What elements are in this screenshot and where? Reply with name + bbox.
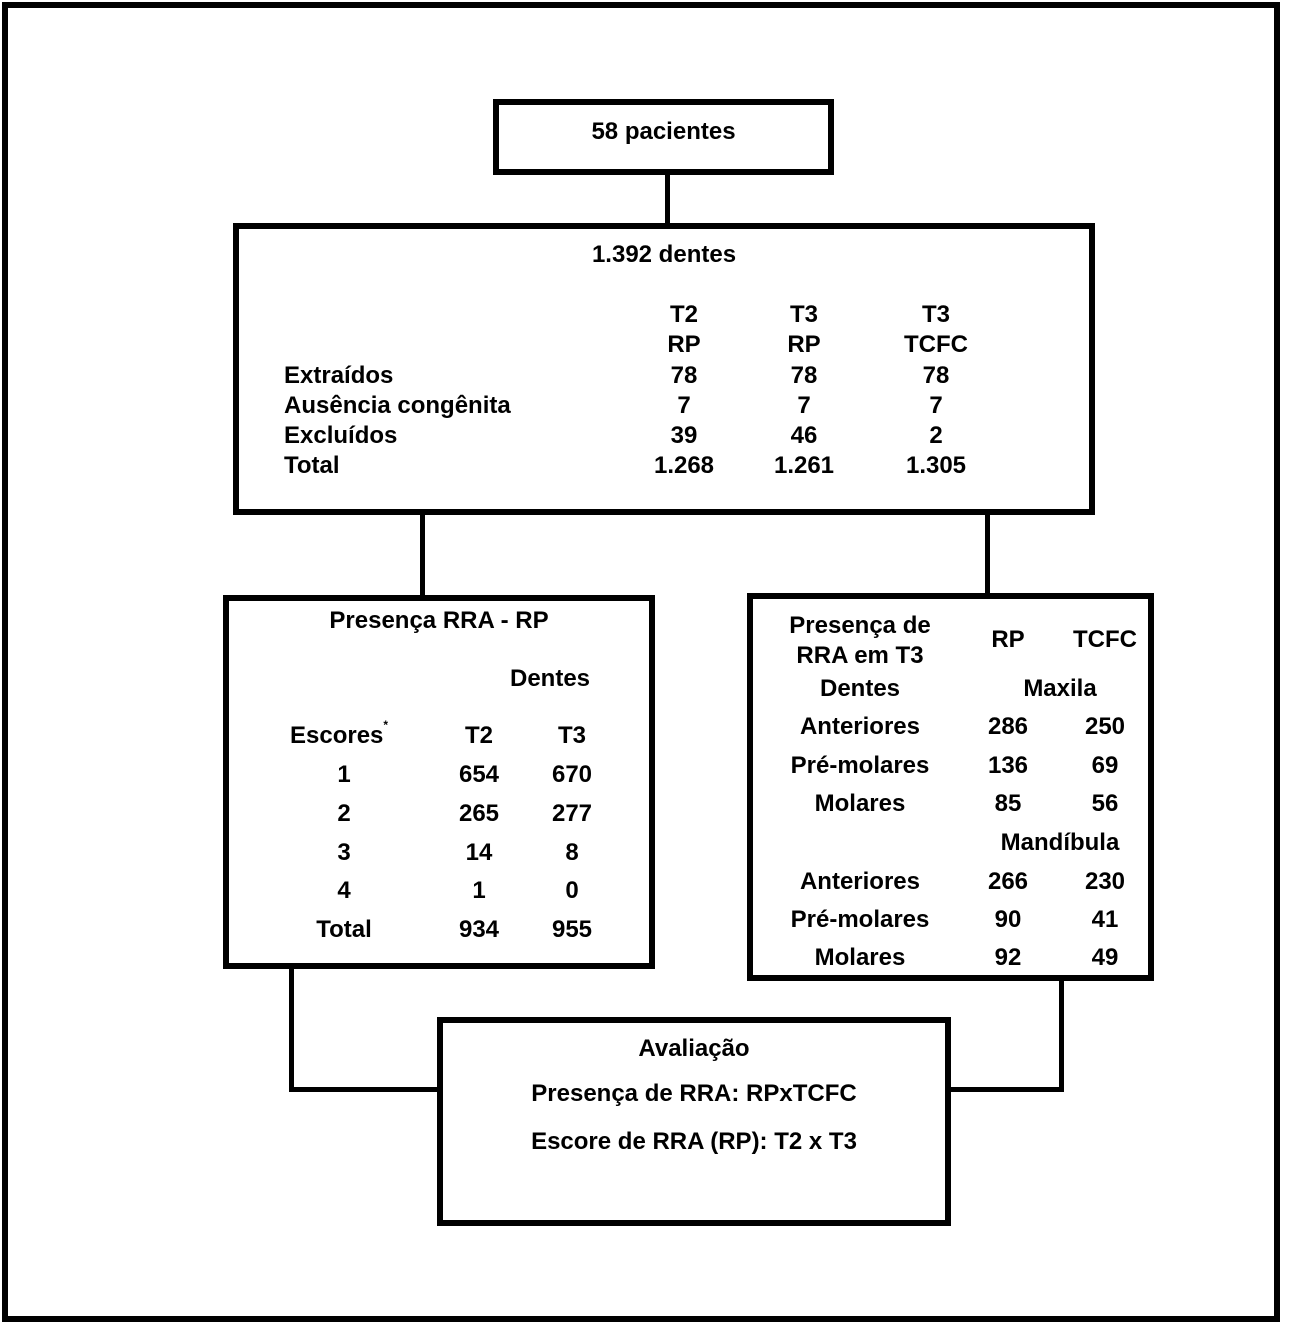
teeth-row-label: Ausência congênita <box>284 392 511 419</box>
rra-t3-cell: 92 <box>994 944 1022 970</box>
rra-rp-cell: 277 <box>551 800 593 827</box>
rra-t3-cell: 56 <box>1091 790 1119 817</box>
rra-rp-col-header: T3 <box>557 722 586 749</box>
teeth-col-header: RP <box>787 331 821 358</box>
scores-label-text: Escores <box>290 722 384 749</box>
rra-t3-title: RRA em T3 <box>796 642 924 669</box>
rra-t3-cell: 85 <box>994 790 1022 817</box>
teeth-col-header: TCFC <box>904 331 968 358</box>
teeth-cell: 2 <box>929 422 943 449</box>
teeth-box <box>233 223 1095 515</box>
teeth-col-header: RP <box>667 331 701 358</box>
rra-t3-cell: 136 <box>987 752 1029 779</box>
teeth-cell: 7 <box>929 392 943 419</box>
rra-rp-score: 4 <box>337 877 351 904</box>
rra-rp-cell: 8 <box>565 839 579 866</box>
rra-rp-cell: 955 <box>551 916 593 943</box>
evaluation-box <box>437 1017 951 1226</box>
rra-rp-cell: 1 <box>472 877 486 904</box>
rra-rp-subheader: Dentes <box>509 665 591 692</box>
rra-rp-cell: 14 <box>465 839 493 866</box>
rra-rp-cell: 0 <box>565 877 579 904</box>
teeth-cell: 78 <box>922 362 950 389</box>
rra-t3-teeth-label: Dentes <box>819 675 901 702</box>
teeth-cell: 78 <box>790 362 818 389</box>
teeth-cell: 1.305 <box>905 452 967 479</box>
rra-rp-cell: 670 <box>551 761 593 788</box>
rra-t3-row-label: Molares <box>814 790 906 817</box>
teeth-col-header: T3 <box>789 301 818 328</box>
rra-t3-row-label: Pré-molares <box>790 752 930 779</box>
mandibula-label: Mandíbula <box>1000 829 1120 856</box>
teeth-row-label: Total <box>284 452 340 479</box>
maxila-label: Maxila <box>1023 675 1097 702</box>
connector-rra-t3-down <box>1059 978 1064 1092</box>
teeth-col-header: T2 <box>669 301 698 328</box>
rra-rp-cell: 934 <box>458 916 500 943</box>
rra-t3-cell: 69 <box>1091 752 1119 779</box>
teeth-row-label: Extraídos <box>284 362 394 389</box>
connector-patients-teeth <box>665 172 670 226</box>
connector-teeth-rra-t3 <box>985 512 990 596</box>
rra-t3-cell: 90 <box>994 906 1022 933</box>
teeth-cell: 78 <box>670 362 698 389</box>
connector-rra-rp-across <box>289 1087 441 1092</box>
connector-rra-t3-across <box>947 1087 1064 1092</box>
rra-t3-cell: 230 <box>1084 868 1126 895</box>
rra-rp-cell: 265 <box>458 800 500 827</box>
teeth-row-label: Excluídos <box>284 422 398 449</box>
rra-t3-cell: 266 <box>987 868 1029 895</box>
rra-t3-title: Presença de <box>789 612 931 639</box>
connector-teeth-rra-rp <box>420 512 425 598</box>
rra-rp-score: 3 <box>337 839 351 866</box>
rra-t3-cell: 286 <box>987 713 1029 740</box>
rra-t3-row-label: Anteriores <box>799 868 921 895</box>
rra-rp-title: Presença RRA - RP <box>329 607 549 634</box>
rra-t3-cell: 250 <box>1084 713 1126 740</box>
teeth-cell: 7 <box>677 392 691 419</box>
rra-t3-cell: 49 <box>1091 944 1119 970</box>
rra-rp-col-header: T2 <box>464 722 493 749</box>
rra-t3-box <box>747 593 1154 981</box>
teeth-cell: 39 <box>670 422 698 449</box>
connector-rra-rp-down <box>289 965 294 1092</box>
footnote-mark: * <box>383 718 389 732</box>
evaluation-line: Presença de RRA: RPxTCFC <box>531 1080 857 1107</box>
rra-t3-cell: 41 <box>1091 906 1119 933</box>
teeth-cell: 46 <box>790 422 818 449</box>
teeth-title: 1.392 dentes <box>591 241 737 268</box>
teeth-col-header: T3 <box>921 301 950 328</box>
rra-rp-cell: 654 <box>458 761 500 788</box>
rra-rp-score: Total <box>316 916 372 943</box>
rra-t3-row-label: Molares <box>814 944 906 970</box>
rra-rp-scores-label: Escores* <box>290 719 388 750</box>
rra-rp-box <box>223 595 655 969</box>
rra-rp-score: 1 <box>337 761 351 788</box>
rra-t3-row-label: Anteriores <box>799 713 921 740</box>
evaluation-line: Escore de RRA (RP): T2 x T3 <box>531 1128 857 1155</box>
patients-label: 58 pacientes <box>591 118 736 145</box>
patients-box <box>493 99 834 175</box>
rra-t3-row-label: Pré-molares <box>790 906 930 933</box>
rra-t3-col-header: TCFC <box>1073 626 1137 653</box>
rra-rp-score: 2 <box>337 800 351 827</box>
evaluation-title: Avaliação <box>638 1035 750 1062</box>
teeth-cell: 7 <box>797 392 811 419</box>
teeth-cell: 1.268 <box>653 452 715 479</box>
rra-t3-col-header: RP <box>991 626 1025 653</box>
teeth-cell: 1.261 <box>773 452 835 479</box>
